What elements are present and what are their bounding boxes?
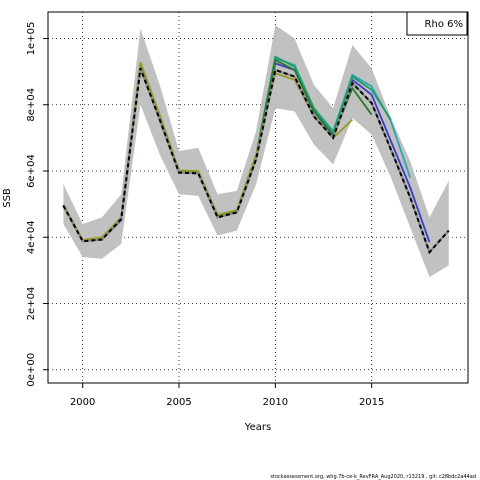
x-axis-title: Years [244,422,271,433]
x-tick-label: 2000 [70,397,95,408]
y-tick-label: 6e+04 [26,154,37,188]
legend-label: Rho 6% [425,19,463,30]
legend: Rho 6% [406,11,468,36]
series-line-base [62,67,450,255]
y-axis-title: SSB [2,188,13,208]
plot-frame [47,11,469,384]
y-tick-label: 2e+04 [26,287,37,321]
x-tick-label: 2005 [166,397,191,408]
x-tick-label: 2010 [263,397,288,408]
y-tick-label: 4e+04 [26,220,37,254]
legend-box [406,11,468,36]
axes: 2000 2005 2010 2015 0e+00 2e+04 4e+04 6e+04 8e+0… [26,11,469,408]
plot-area [48,12,468,383]
y-tick-label: 0e+00 [26,353,37,387]
y-tick-label: 8e+04 [26,88,37,122]
x-tick-label: 2015 [359,397,384,408]
y-tick-label: 1e+05 [26,22,37,56]
footer-credit: stockassessment.org, whg.7b-ce-k_RevFRA_… [270,474,476,480]
